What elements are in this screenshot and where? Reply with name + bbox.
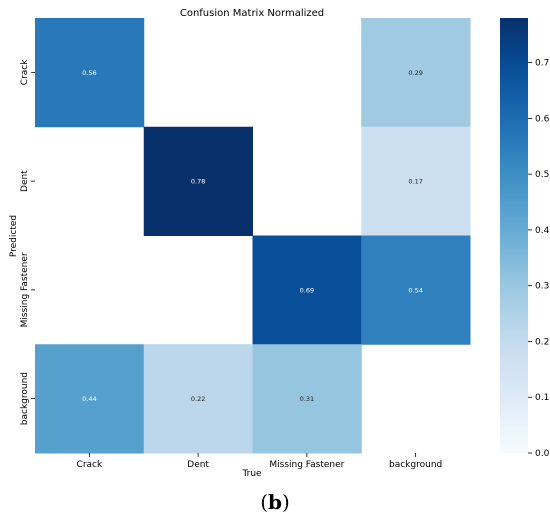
colorbar-tick-label: 0.5 [535, 170, 549, 180]
colorbar-tick-label: 0.0 [535, 449, 550, 459]
chart-title: Confusion Matrix Normalized [180, 8, 324, 19]
colorbar-tick-label: 0.4 [535, 226, 550, 236]
colorbar-tick-label: 0.7 [535, 59, 549, 69]
cell-crack-crack-label: 0.56 [82, 69, 96, 77]
colorbar-tick-label: 0.1 [535, 393, 549, 403]
cell-background-crack-label: 0.44 [82, 395, 96, 403]
heatmap-cells: 0.56 0.29 0.78 0.17 0.69 0.54 0.44 0.22 0.31 [35, 18, 471, 454]
y-tick-label-crack: Crack [20, 59, 30, 85]
x-tick-label-dent: Dent [187, 460, 209, 470]
x-tick-label-background: background [389, 460, 442, 470]
colorbar-tick-label: 0.2 [535, 337, 549, 347]
y-axis-label: Predicted [9, 215, 19, 257]
caption-letter: b [268, 490, 282, 514]
y-axis: Crack Dent Missing Fastener background [20, 59, 35, 425]
cell-background-missing-fastener-label: 0.31 [300, 395, 314, 403]
cell-crack-background-label: 0.29 [408, 69, 422, 77]
x-tick-label-missing-fastener: Missing Fastener [269, 460, 344, 470]
figure-caption: (b) [0, 490, 550, 514]
colorbar-tick-label: 0.6 [535, 114, 550, 124]
caption-open-paren: ( [260, 490, 268, 514]
x-axis: Crack Dent Missing Fastener background [77, 453, 443, 470]
x-axis-label: True [241, 469, 262, 479]
y-tick-label-dent: Dent [20, 170, 30, 192]
caption-close-paren: ) [282, 490, 290, 514]
x-tick-label-crack: Crack [77, 460, 103, 470]
cell-dent-dent-label: 0.78 [191, 178, 205, 186]
colorbar-tick-label: 0.3 [535, 282, 549, 292]
cell-missing-fastener-missing-fastener-label: 0.69 [300, 286, 314, 294]
colorbar-gradient [500, 18, 528, 453]
cell-background-dent-label: 0.22 [191, 395, 205, 403]
y-tick-label-background: background [20, 372, 30, 425]
colorbar: 0.0 0.1 0.2 0.3 0.4 0.5 0.6 0.7 [500, 18, 550, 459]
y-tick-label-missing-fastener: Missing Fastener [20, 252, 30, 327]
cell-dent-background-label: 0.17 [408, 178, 422, 186]
cell-missing-fastener-background-label: 0.54 [408, 286, 422, 294]
